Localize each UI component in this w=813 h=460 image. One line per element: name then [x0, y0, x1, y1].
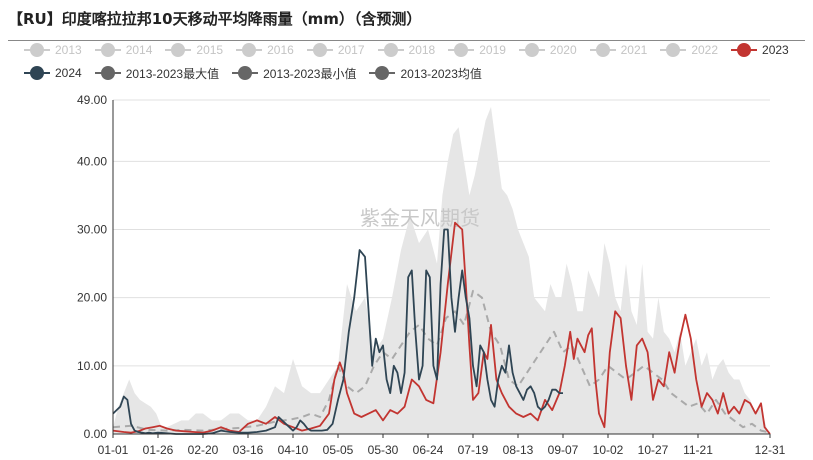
- x-tick-label: 10-27: [638, 443, 669, 457]
- legend-item-2019[interactable]: 2019: [448, 43, 506, 57]
- x-tick-label: 03-16: [233, 443, 264, 457]
- x-tick-label: 11-21: [683, 443, 713, 457]
- legend-marker-icon: [448, 43, 475, 57]
- legend-label: 2013-2023均值: [400, 66, 482, 81]
- legend-marker-icon: [232, 66, 259, 80]
- legend-marker-icon: [518, 43, 545, 57]
- chart-title: 【RU】印度喀拉拉邦10天移动平均降雨量（mm）（含预测）: [8, 10, 422, 28]
- legend-label: 2021: [620, 43, 648, 57]
- x-tick-label: 09-07: [548, 443, 579, 457]
- x-tick-label: 07-19: [458, 443, 489, 457]
- title-divider: [8, 40, 805, 41]
- legend-item-2017[interactable]: 2017: [306, 43, 365, 57]
- legend-label: 2013-2023最小值: [263, 66, 357, 81]
- legend-marker-icon: [165, 43, 192, 57]
- legend-marker-icon: [306, 43, 333, 57]
- legend-item-2024[interactable]: 2024: [24, 66, 82, 80]
- x-tick-label: 12-31: [755, 443, 786, 457]
- legend-marker-icon: [589, 43, 616, 57]
- legend-item-2022[interactable]: 2022: [660, 43, 718, 57]
- y-tick-label: 10.00: [77, 359, 107, 373]
- legend-marker-icon: [731, 43, 758, 57]
- legend-label: 2020: [549, 43, 577, 57]
- legend-marker-icon: [24, 66, 50, 80]
- x-tick-label: 01-01: [98, 443, 129, 457]
- x-tick-label: 10-02: [593, 443, 624, 457]
- legend-item-2013-2023最小值[interactable]: 2013-2023最小值: [232, 65, 356, 82]
- x-tick-label: 01-26: [143, 443, 174, 457]
- legend-item-2013-2023均值[interactable]: 2013-2023均值: [369, 65, 482, 82]
- legend-marker-icon: [660, 43, 687, 57]
- x-tick-label: 08-13: [503, 443, 534, 457]
- legend-item-2021[interactable]: 2021: [589, 43, 648, 57]
- y-tick-label: 0.00: [84, 427, 108, 441]
- legend-marker-icon: [94, 66, 121, 80]
- y-tick-label: 20.00: [77, 291, 107, 305]
- legend-label: 2013-2023最大值: [125, 66, 220, 81]
- series-line-2023: [112, 221, 771, 435]
- y-tick-label: 30.00: [77, 223, 107, 237]
- legend-item-2018[interactable]: 2018: [377, 43, 436, 57]
- legend-item-2013[interactable]: 2013: [24, 43, 82, 57]
- legend-label: 2023: [762, 43, 789, 57]
- x-tick-label: 04-10: [278, 443, 309, 457]
- legend-label: 2024: [55, 66, 82, 80]
- watermark: 紫金天风期货: [360, 206, 480, 230]
- legend-item-2015[interactable]: 2015: [165, 43, 223, 57]
- legend-label: 2013: [55, 43, 82, 57]
- y-tick-label: 40.00: [77, 154, 107, 168]
- legend-label: 2016: [267, 43, 294, 57]
- legend-label: 2015: [196, 43, 224, 57]
- legend-marker-icon: [369, 66, 396, 80]
- legend-marker-icon: [377, 43, 404, 57]
- x-tick-label: 02-20: [188, 443, 219, 457]
- x-tick-label: 06-24: [413, 443, 444, 457]
- x-tick-label: 05-30: [368, 443, 399, 457]
- legend-item-2014[interactable]: 2014: [94, 43, 153, 57]
- legend-label: 2014: [125, 43, 153, 57]
- legend-label: 2019: [479, 43, 506, 57]
- legend-marker-icon: [24, 43, 50, 57]
- legend-item-2020[interactable]: 2020: [518, 43, 577, 57]
- legend-label: 2022: [691, 43, 719, 57]
- legend-marker-icon: [236, 43, 263, 57]
- legend-item-2016[interactable]: 2016: [236, 43, 294, 57]
- legend-label: 2017: [337, 43, 365, 57]
- legend-row-2: 2024 2013-2023最大值 2013-2023最小值 2013-2023均值: [24, 64, 495, 82]
- legend-item-2023[interactable]: 2023: [731, 43, 789, 57]
- legend-item-2013-2023最大值[interactable]: 2013-2023最大值: [94, 65, 220, 82]
- legend-label: 2018: [408, 43, 436, 57]
- x-tick-label: 05-05: [323, 443, 354, 457]
- legend-marker-icon: [94, 43, 121, 57]
- series-line-mean: [112, 289, 771, 434]
- legend-row-1: 2013 2014 2015 2016 2017 2018 2019 2020 2021 2022…: [24, 41, 802, 59]
- y-tick-label: 49.00: [77, 93, 107, 107]
